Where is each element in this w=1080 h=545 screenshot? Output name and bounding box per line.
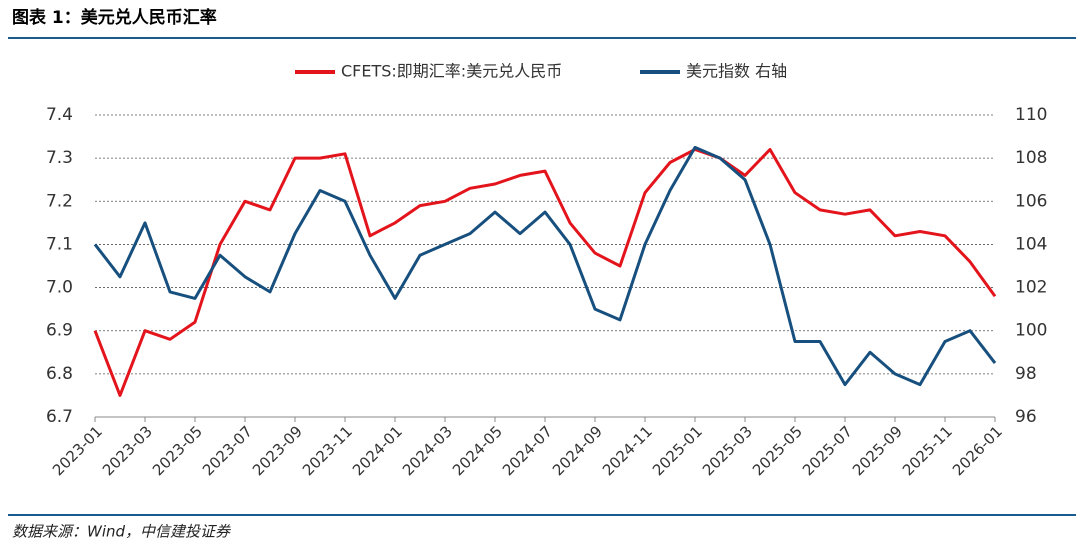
y-tick-label: 7.0 (46, 278, 73, 298)
y2-tick-label: 100 (1015, 321, 1047, 341)
source: 数据来源：Wind，中信建投证券 (12, 523, 231, 541)
y2-tick-label: 108 (1015, 148, 1047, 168)
x-tick-label: 2024-03 (399, 422, 456, 479)
x-tick-label: 2025-01 (649, 422, 706, 479)
y2-tick-label: 104 (1015, 234, 1047, 254)
x-tick-label: 2024-07 (499, 422, 556, 479)
y2-tick-label: 110 (1015, 105, 1047, 125)
y2-tick-label: 98 (1015, 364, 1037, 384)
chart-title: 图表 1：美元兑人民币汇率 (12, 7, 217, 28)
x-tick-label: 2024-05 (449, 422, 506, 479)
x-tick-label: 2023-05 (149, 422, 206, 479)
legend-label: CFETS:即期汇率:美元兑人民币 (341, 62, 562, 81)
y-tick-label: 6.7 (46, 407, 73, 427)
x-tick-label: 2024-01 (349, 422, 406, 479)
x-tick-label: 2025-09 (849, 422, 906, 479)
x-tick-label: 2025-11 (899, 422, 956, 479)
x-tick-label: 2023-09 (249, 422, 306, 479)
y-tick-label: 6.8 (46, 364, 73, 384)
y-tick-label: 6.9 (46, 321, 73, 341)
x-tick-label: 2024-09 (549, 422, 606, 479)
y2-tick-label: 96 (1015, 407, 1037, 427)
y-tick-label: 7.3 (46, 148, 73, 168)
x-tick-label: 2023-01 (49, 422, 106, 479)
x-tick-label: 2026-01 (949, 422, 1006, 479)
series-line (93, 145, 997, 387)
y-tick-label: 7.4 (46, 105, 73, 125)
y2-tick-label: 102 (1015, 278, 1047, 298)
y-tick-label: 7.1 (46, 234, 73, 254)
x-tick-label: 2025-03 (699, 422, 756, 479)
x-tick-label: 2025-07 (799, 422, 856, 479)
x-tick-label: 2024-11 (599, 422, 656, 479)
x-tick-label: 2023-11 (299, 422, 356, 479)
series-line (93, 148, 997, 397)
x-tick-label: 2025-05 (749, 422, 806, 479)
legend-label: 美元指数 右轴 (686, 62, 787, 81)
x-tick-label: 2023-07 (199, 422, 256, 479)
y-tick-label: 7.2 (46, 191, 73, 211)
y2-tick-label: 106 (1015, 191, 1047, 211)
x-tick-label: 2023-03 (99, 422, 156, 479)
